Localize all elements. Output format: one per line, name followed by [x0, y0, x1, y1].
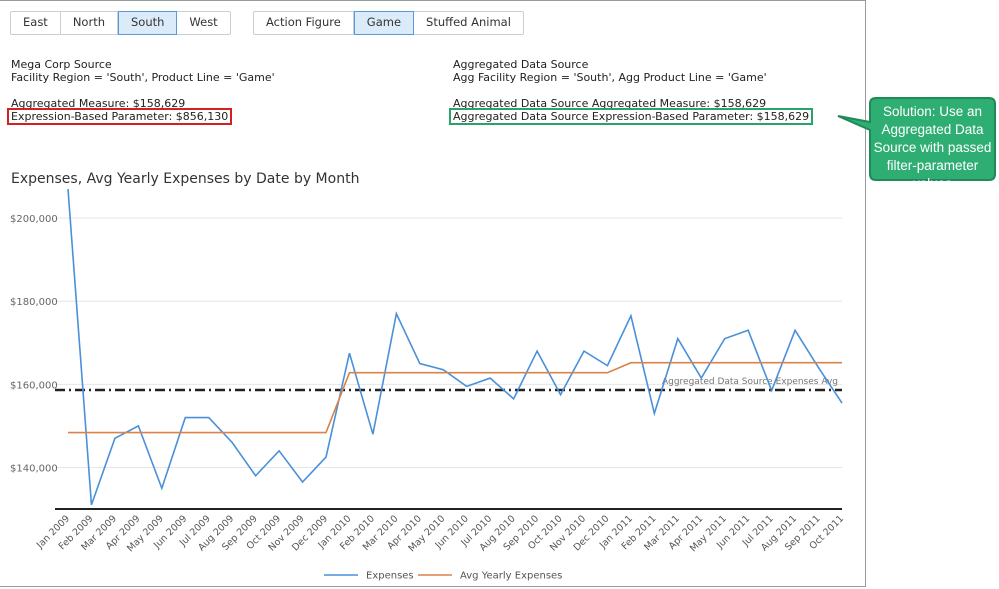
reference-line-label: Aggregated Data Source Expenses Avg — [662, 377, 838, 387]
left-expression-parameter: Expression-Based Parameter: $856,130 — [6, 108, 233, 125]
region-south-button[interactable]: South — [118, 11, 178, 35]
left-aggregated-measure: Aggregated Measure: $158,629 — [11, 97, 186, 110]
chart-title: Expenses, Avg Yearly Expenses by Date by… — [11, 171, 360, 187]
right-expression-parameter: Aggregated Data Source Expression-Based … — [448, 108, 814, 125]
region-north-button[interactable]: North — [61, 12, 118, 34]
series-line-expenses — [67, 189, 843, 506]
callout-line: Solution: Use an — [882, 104, 983, 119]
product-line-filter: Action Figure Game Stuffed Animal — [253, 11, 524, 35]
right-aggregated-measure: Aggregated Data Source Aggregated Measur… — [453, 97, 767, 110]
callout-text: Solution: Use an Aggregated Data Source wi… — [870, 103, 995, 193]
region-west-button[interactable]: West — [189, 15, 218, 29]
left-source-label: Mega Corp Source — [11, 58, 112, 71]
y-tick-label: $180,000 — [10, 297, 58, 308]
region-east-button[interactable]: East — [11, 12, 61, 34]
legend-label: Expenses — [366, 571, 414, 582]
solution-callout — [837, 97, 996, 181]
series-line-avg-yearly-expenses — [68, 361, 842, 434]
product-action-figure-button[interactable]: Action Figure — [254, 12, 354, 34]
legend-label: Avg Yearly Expenses — [460, 571, 562, 582]
left-filter-description: Facility Region = 'South', Product Line … — [11, 71, 275, 84]
region-filter: East North South West — [10, 11, 231, 35]
product-stuffed-animal-button[interactable]: Stuffed Animal — [426, 15, 511, 29]
dashboard-panel: East North South West Action Figure Game Stuf… — [0, 0, 866, 587]
y-tick-label: $200,000 — [10, 214, 58, 225]
product-game-button[interactable]: Game — [353, 11, 415, 35]
callout-line: Source with passed — [873, 140, 992, 155]
y-tick-label: $160,000 — [10, 380, 58, 391]
right-filter-description: Agg Facility Region = 'South', Agg Produ… — [453, 71, 767, 84]
callout-line: Aggregated Data — [881, 122, 984, 137]
right-source-label: Aggregated Data Source — [453, 58, 589, 71]
y-tick-label: $140,000 — [10, 463, 58, 474]
expenses-line-chart: $140,000 $160,000 $180,000 $200,000 Aggregat… — [10, 189, 846, 582]
callout-line: filter-parameter values — [886, 158, 979, 191]
